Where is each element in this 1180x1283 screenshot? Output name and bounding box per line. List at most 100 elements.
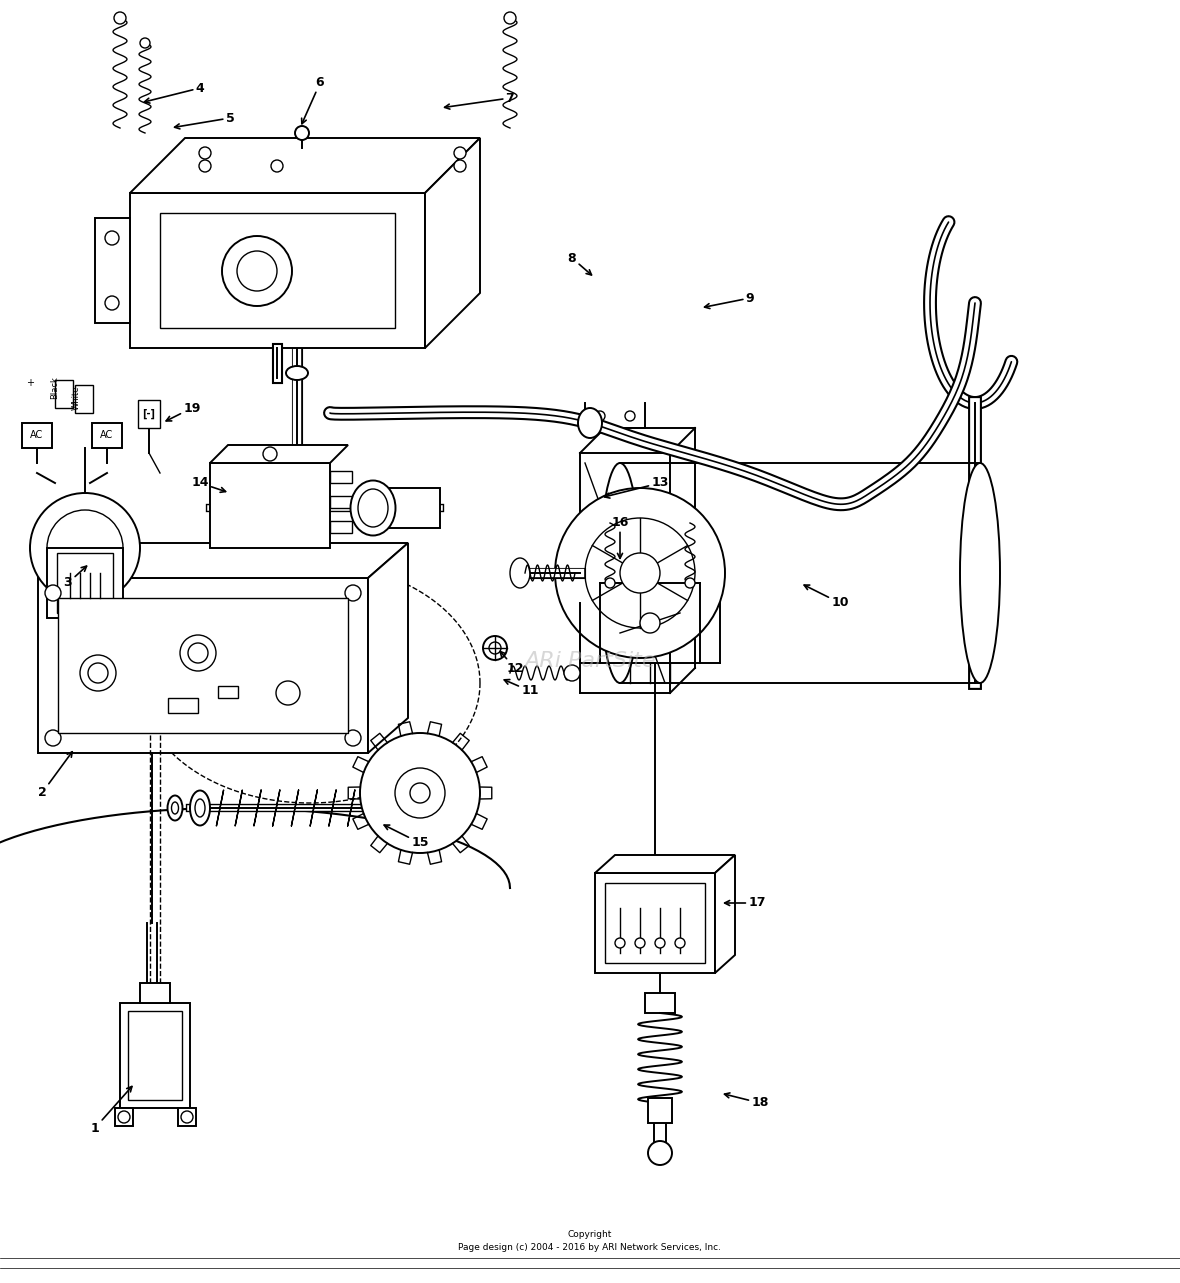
Circle shape — [648, 1141, 671, 1165]
Circle shape — [45, 730, 61, 745]
Text: White: White — [72, 386, 81, 411]
Circle shape — [140, 38, 150, 47]
Text: 11: 11 — [504, 680, 539, 698]
Circle shape — [295, 126, 309, 140]
Text: ARi PartSite: ARi PartSite — [524, 650, 656, 671]
Ellipse shape — [286, 366, 308, 380]
Text: Black: Black — [50, 377, 59, 399]
Bar — [140, 983, 170, 1003]
Bar — [47, 548, 123, 618]
Circle shape — [276, 681, 300, 704]
Circle shape — [114, 12, 126, 24]
Circle shape — [564, 665, 581, 681]
Circle shape — [45, 585, 61, 600]
Circle shape — [454, 160, 466, 172]
Circle shape — [30, 493, 140, 603]
Circle shape — [181, 635, 216, 671]
Bar — [330, 497, 352, 508]
Circle shape — [395, 769, 445, 819]
Polygon shape — [368, 543, 408, 753]
Bar — [605, 883, 704, 964]
Ellipse shape — [961, 463, 999, 683]
Bar — [55, 380, 73, 408]
Circle shape — [675, 938, 686, 948]
Bar — [22, 423, 52, 448]
Circle shape — [263, 446, 277, 461]
Bar — [57, 553, 113, 613]
Text: 5: 5 — [175, 112, 235, 128]
Ellipse shape — [358, 489, 388, 527]
Text: 8: 8 — [568, 251, 591, 275]
Text: 10: 10 — [804, 585, 848, 609]
Circle shape — [47, 511, 123, 586]
Circle shape — [555, 488, 725, 658]
Circle shape — [345, 585, 361, 600]
Ellipse shape — [510, 558, 530, 588]
Text: 16: 16 — [611, 517, 629, 558]
Circle shape — [655, 938, 666, 948]
Text: 19: 19 — [166, 402, 201, 421]
Bar — [138, 400, 160, 429]
Bar — [38, 579, 368, 753]
Polygon shape — [595, 854, 735, 872]
Circle shape — [605, 579, 615, 588]
Bar — [92, 423, 122, 448]
Bar — [58, 598, 348, 733]
Bar — [648, 1098, 671, 1123]
Ellipse shape — [578, 408, 602, 438]
Text: [-]: [-] — [143, 409, 156, 420]
Circle shape — [345, 730, 361, 745]
Circle shape — [615, 938, 625, 948]
Text: 2: 2 — [38, 752, 72, 799]
Bar — [330, 471, 352, 482]
Bar — [130, 192, 425, 348]
Bar — [210, 463, 330, 548]
Circle shape — [188, 643, 208, 663]
Circle shape — [360, 733, 480, 853]
Circle shape — [88, 663, 109, 683]
Circle shape — [222, 236, 291, 307]
Ellipse shape — [168, 795, 183, 821]
Bar — [168, 698, 198, 713]
Circle shape — [489, 642, 502, 654]
Text: 13: 13 — [604, 476, 669, 498]
Text: 14: 14 — [191, 476, 225, 493]
Bar — [218, 686, 238, 698]
Bar — [127, 1011, 182, 1100]
Text: 6: 6 — [302, 77, 324, 123]
Circle shape — [118, 1111, 130, 1123]
Circle shape — [640, 613, 660, 633]
Ellipse shape — [599, 463, 640, 683]
Bar — [120, 1003, 190, 1109]
Circle shape — [686, 579, 695, 588]
Text: 15: 15 — [385, 825, 428, 849]
Circle shape — [620, 553, 660, 593]
Ellipse shape — [350, 481, 395, 535]
Circle shape — [595, 411, 605, 421]
Bar — [96, 218, 130, 323]
Text: 9: 9 — [704, 291, 754, 308]
Text: +: + — [26, 378, 34, 387]
Text: 12: 12 — [500, 652, 524, 675]
Circle shape — [585, 518, 695, 627]
Ellipse shape — [171, 802, 178, 813]
Circle shape — [237, 251, 277, 291]
Text: AC: AC — [31, 430, 44, 440]
Bar — [645, 993, 675, 1014]
Bar — [160, 213, 395, 328]
Circle shape — [504, 12, 516, 24]
Circle shape — [181, 1111, 194, 1123]
Text: AC: AC — [100, 430, 113, 440]
Circle shape — [271, 160, 283, 172]
Text: 4: 4 — [144, 82, 204, 103]
Circle shape — [483, 636, 507, 659]
Circle shape — [454, 148, 466, 159]
Bar — [76, 385, 93, 413]
Circle shape — [105, 231, 119, 245]
Text: 18: 18 — [725, 1093, 768, 1110]
Bar — [114, 1109, 133, 1126]
Circle shape — [635, 938, 645, 948]
Polygon shape — [130, 139, 480, 192]
Polygon shape — [715, 854, 735, 973]
Polygon shape — [425, 139, 480, 348]
